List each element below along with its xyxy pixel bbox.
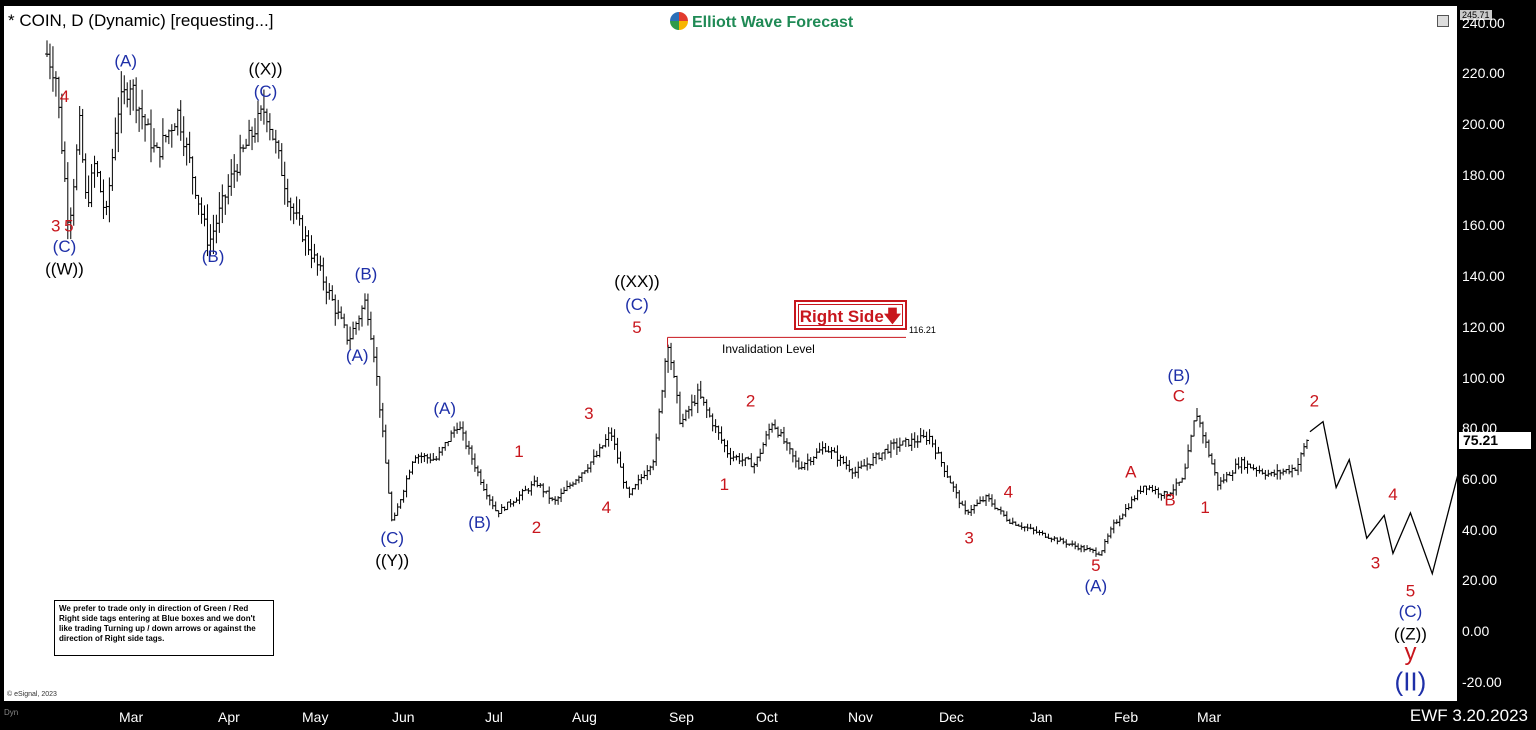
wave-label: (C): [380, 528, 404, 547]
month-tick-label: Dec: [939, 709, 964, 725]
wave-label: (A): [1084, 576, 1107, 595]
projection-line: [1309, 420, 1457, 576]
dyn-label: Dyn: [4, 708, 19, 717]
wave-label: 3: [964, 528, 973, 547]
price-tick-label: 240.00: [1462, 14, 1505, 31]
month-tick-label: Oct: [756, 709, 778, 725]
month-tick-label: May: [302, 709, 329, 725]
wave-label: ((Y)): [375, 551, 409, 570]
wave-label: 5: [632, 318, 641, 337]
wave-label: 3: [1371, 554, 1380, 573]
wave-label: (C): [625, 295, 649, 314]
price-tick-label: 220.00: [1462, 65, 1505, 82]
wave-label: ((Z)): [1394, 625, 1427, 644]
plot-area[interactable]: 4 3 5 (C) ((W)) (A) (B) ((X)) (C) (B) (A) (C) ((Y))(…: [4, 6, 1457, 701]
wave-label: 2: [746, 391, 755, 410]
month-tick-label: Apr: [218, 709, 240, 725]
wave-label: 5: [1091, 556, 1100, 575]
wave-label: (C): [254, 82, 278, 101]
wave-label: 5: [64, 216, 73, 235]
price-tick-label: 160.00: [1462, 217, 1505, 234]
month-tick-label: Sep: [669, 709, 694, 725]
window-restore-icon[interactable]: [1437, 15, 1449, 27]
month-tick-label: Nov: [848, 709, 873, 725]
price-tick-label: 60.00: [1462, 470, 1498, 487]
wave-label: ((W)): [45, 260, 84, 279]
wave-label: 4: [1004, 483, 1013, 502]
brand-name: Elliott Wave Forecast: [692, 14, 854, 31]
wave-label: 1: [514, 442, 523, 461]
wave-label: 3: [584, 404, 593, 423]
wave-label: B: [1164, 490, 1175, 509]
price-tick-label: 200.00: [1462, 116, 1505, 132]
wave-label: (C): [53, 237, 77, 256]
price-chart[interactable]: 43 5(C)((W))(A)(B)((X))(C)(B)(A)(C)((Y))(…: [4, 6, 1457, 701]
brand-logo-text: Elliott Wave Forecast: [670, 12, 853, 32]
wave-label: y: [1404, 639, 1416, 666]
month-tick-label: Jan: [1030, 709, 1053, 725]
footer-date: EWF 3.20.2023: [1409, 706, 1528, 725]
wave-label: (C): [1399, 602, 1423, 621]
right-side-tag: Right Side🡇: [794, 300, 907, 330]
chart-title: * COIN, D (Dynamic) [requesting...]: [8, 11, 274, 30]
month-tick-label: Feb: [1114, 709, 1139, 725]
wave-label: (B): [1167, 366, 1190, 385]
trading-note: We prefer to trade only in direction of …: [54, 600, 274, 656]
price-tick-label: 120.00: [1462, 318, 1505, 335]
wave-label: (A): [346, 346, 369, 365]
month-tick-label: Jul: [485, 709, 503, 725]
top-price-label: 245.71: [1460, 10, 1492, 20]
copyright-text: © eSignal, 2023: [7, 691, 57, 698]
wave-label: (II): [1395, 666, 1427, 696]
wave-label: (A): [114, 52, 137, 71]
brand-logo-icon: [670, 12, 688, 30]
wave-label: 3: [51, 216, 60, 235]
price-tick-label: 40.00: [1462, 521, 1498, 538]
wave-label: (B): [468, 513, 491, 532]
wave-label: 1: [720, 475, 729, 494]
invalidation-label: Invalidation Level: [722, 342, 815, 356]
price-tick-label: 140.00: [1462, 268, 1505, 285]
price-tick-label: 0.00: [1462, 623, 1490, 639]
month-tick-label: Mar: [1197, 709, 1222, 725]
invalidation-value: 116.21: [909, 325, 936, 335]
wave-label: A: [1125, 462, 1137, 481]
wave-label: ((XX)): [614, 272, 659, 291]
wave-label: 2: [532, 518, 541, 537]
wave-label: ((X)): [249, 59, 283, 78]
month-tick-label: Aug: [572, 709, 597, 725]
right-side-label: Right Side: [799, 307, 884, 326]
wave-label: 4: [1388, 485, 1397, 504]
price-tick-label: 180.00: [1462, 166, 1505, 183]
wave-label: 1: [1200, 498, 1209, 517]
wave-label: (B): [355, 265, 378, 284]
price-tick-label: 20.00: [1462, 572, 1498, 589]
wave-label: 4: [60, 87, 69, 106]
month-tick-label: Jun: [392, 709, 415, 725]
wave-label: C: [1173, 386, 1185, 405]
price-tick-label: -20.00: [1462, 673, 1502, 690]
wave-label: 5: [1406, 582, 1415, 601]
price-tick-label: 100.00: [1462, 369, 1505, 386]
wave-label: (A): [433, 399, 456, 418]
last-price-marker: 75.21: [1459, 432, 1531, 449]
month-tick-label: Mar: [119, 709, 144, 725]
wave-label: 2: [1310, 391, 1319, 410]
wave-label: (B): [202, 247, 225, 266]
down-arrow-icon: 🡇: [883, 307, 902, 326]
wave-label: 4: [602, 498, 611, 517]
